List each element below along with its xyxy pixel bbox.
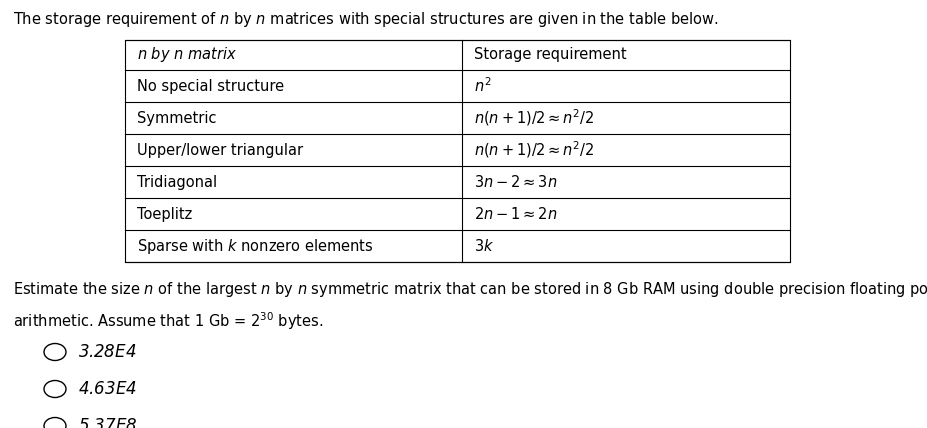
Text: Storage requirement: Storage requirement [474, 48, 626, 62]
Text: 5.37$E$8: 5.37$E$8 [78, 417, 137, 428]
Text: $n(n+1)/2 \approx n^2/2$: $n(n+1)/2 \approx n^2/2$ [474, 140, 593, 160]
Text: No special structure: No special structure [137, 78, 284, 93]
Text: $n$ by $n$ matrix: $n$ by $n$ matrix [137, 45, 237, 65]
Text: $3k$: $3k$ [474, 238, 494, 254]
Text: The storage requirement of $n$ by $n$ matrices with special structures are given: The storage requirement of $n$ by $n$ ma… [13, 10, 717, 29]
Ellipse shape [44, 344, 66, 360]
Text: 3.28$E$4: 3.28$E$4 [78, 343, 136, 361]
Text: Tridiagonal: Tridiagonal [137, 175, 217, 190]
Text: arithmetic. Assume that 1 Gb = $2^{30}$ bytes.: arithmetic. Assume that 1 Gb = $2^{30}$ … [13, 310, 323, 332]
Text: $3n - 2 \approx 3n$: $3n - 2 \approx 3n$ [474, 174, 557, 190]
Bar [125, 40, 789, 262]
Text: Upper/lower triangular: Upper/lower triangular [137, 143, 303, 158]
Text: Sparse with $k$ nonzero elements: Sparse with $k$ nonzero elements [137, 237, 374, 256]
Text: $n^2$: $n^2$ [474, 77, 491, 95]
Text: $n(n+1)/2 \approx n^2/2$: $n(n+1)/2 \approx n^2/2$ [474, 108, 593, 128]
Text: Estimate the size $n$ of the largest $n$ by $n$ symmetric matrix that can be sto: Estimate the size $n$ of the largest $n$… [13, 280, 927, 299]
Text: Toeplitz: Toeplitz [137, 206, 192, 222]
Ellipse shape [44, 417, 66, 428]
Text: Symmetric: Symmetric [137, 110, 216, 125]
Text: 4.63$E$4: 4.63$E$4 [78, 380, 137, 398]
Text: $2n - 1 \approx 2n$: $2n - 1 \approx 2n$ [474, 206, 557, 222]
Ellipse shape [44, 380, 66, 398]
